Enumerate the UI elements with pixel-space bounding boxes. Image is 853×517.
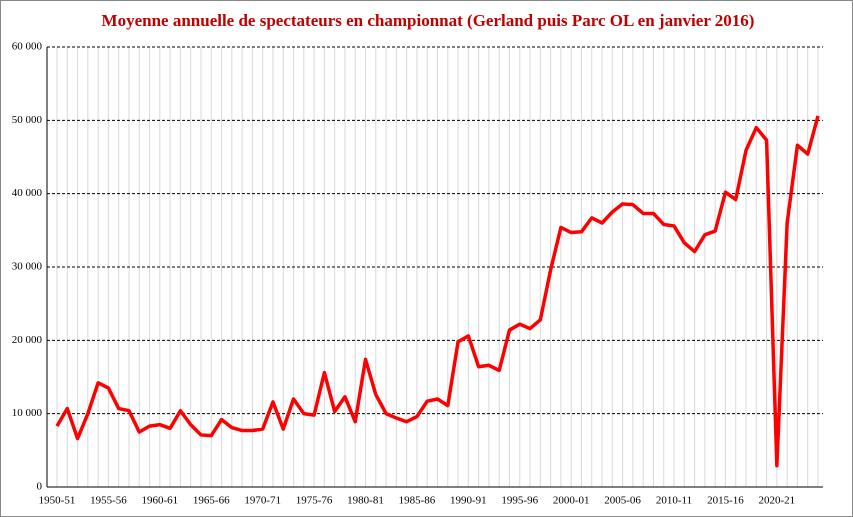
y-tick-label: 0 [37,481,43,493]
x-tick-label: 1960-61 [142,495,179,507]
line [55,115,820,468]
x-tick-label: 1990-91 [450,495,487,507]
x-tick-label: 1955-56 [90,495,127,507]
x-tick-label: 2000-01 [553,495,590,507]
x-tick-label: 1985-86 [399,495,436,507]
y-tick-label: 20 000 [12,334,43,346]
x-tick-label: 1980-81 [347,495,384,507]
chart-title: Moyenne annuelle de spectateurs en champ… [102,11,755,30]
y-tick-label: 30 000 [12,261,43,273]
x-tick-label: 1975-76 [296,495,333,507]
y-tick-label: 50 000 [12,114,43,126]
x-tick-label: 2020-21 [759,495,796,507]
x-tick-label: 2010-11 [656,495,692,507]
x-tick-label: 1970-71 [244,495,281,507]
y-tick-label: 60 000 [12,41,43,53]
y-tick-label: 10 000 [12,407,43,419]
x-tick-label: 2005-06 [604,495,641,507]
x-tick-label: 1965-66 [193,495,230,507]
x-tick-label: 2015-16 [707,495,744,507]
y-tick-label: 40 000 [12,187,43,199]
x-tick-label: 1995-96 [501,495,538,507]
x-tick-label: 1950-51 [39,495,76,507]
